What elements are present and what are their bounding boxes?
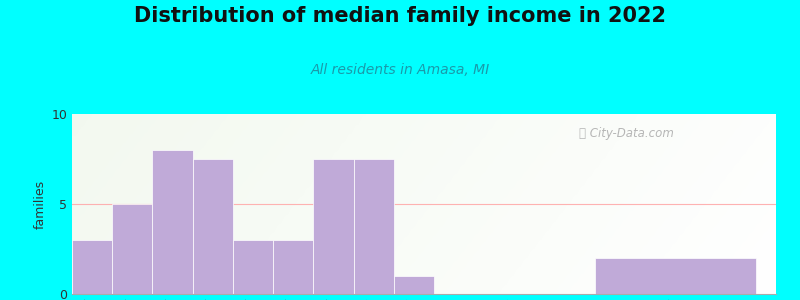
- Bar: [153, 150, 193, 294]
- Bar: [193, 159, 233, 294]
- Bar: [112, 204, 153, 294]
- Y-axis label: families: families: [34, 179, 47, 229]
- Bar: [72, 240, 112, 294]
- Text: Distribution of median family income in 2022: Distribution of median family income in …: [134, 6, 666, 26]
- Bar: [394, 276, 434, 294]
- Text: ⓘ City-Data.com: ⓘ City-Data.com: [579, 127, 674, 140]
- Bar: [354, 159, 394, 294]
- Bar: [595, 258, 756, 294]
- Bar: [233, 240, 273, 294]
- Bar: [314, 159, 354, 294]
- Bar: [273, 240, 314, 294]
- Text: All residents in Amasa, MI: All residents in Amasa, MI: [310, 63, 490, 77]
